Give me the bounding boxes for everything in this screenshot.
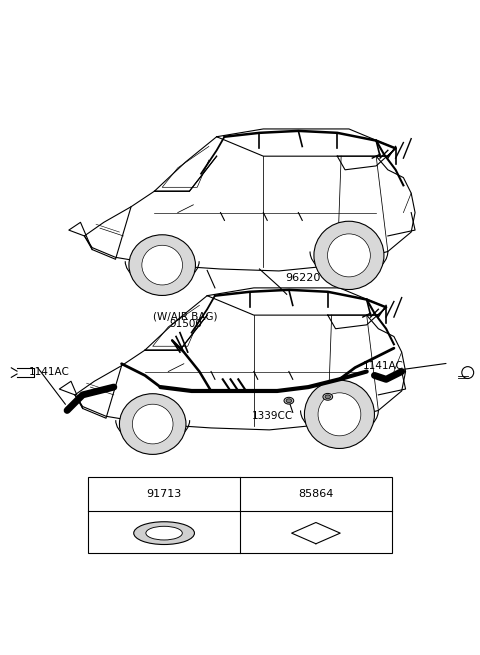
Ellipse shape (134, 522, 194, 544)
Ellipse shape (146, 526, 182, 540)
Text: 1125KC: 1125KC (313, 401, 354, 411)
Text: 91713: 91713 (146, 489, 182, 498)
Polygon shape (292, 523, 340, 544)
Text: 1141AC: 1141AC (363, 362, 404, 371)
Text: 1141AC: 1141AC (29, 367, 70, 377)
Text: 96220: 96220 (285, 273, 321, 284)
Ellipse shape (325, 395, 331, 399)
Text: (W/AIR BAG): (W/AIR BAG) (153, 312, 218, 322)
Text: 1339CC: 1339CC (252, 411, 293, 421)
Ellipse shape (120, 394, 186, 455)
Text: 91500: 91500 (169, 319, 202, 329)
Bar (88, 477, 392, 553)
Ellipse shape (132, 404, 173, 444)
Ellipse shape (142, 245, 182, 285)
Ellipse shape (314, 221, 384, 290)
Ellipse shape (304, 380, 374, 449)
Text: 85864: 85864 (298, 489, 334, 498)
Ellipse shape (286, 399, 291, 403)
Ellipse shape (327, 234, 371, 277)
Ellipse shape (323, 394, 333, 400)
Ellipse shape (129, 234, 195, 295)
Ellipse shape (318, 393, 361, 436)
Ellipse shape (284, 398, 294, 404)
